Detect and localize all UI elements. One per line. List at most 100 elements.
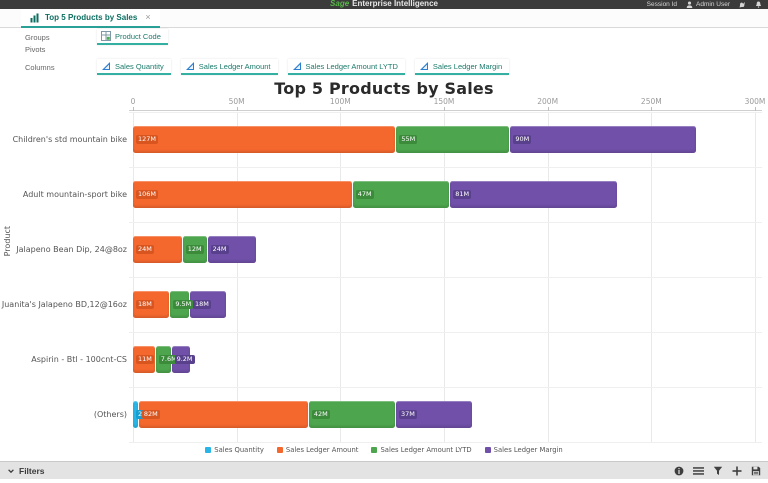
- bar-segment[interactable]: [450, 181, 618, 208]
- axis-tick: [755, 107, 756, 111]
- session-label: Session Id: [646, 1, 678, 8]
- legend-label: Sales Quantity: [214, 446, 264, 454]
- user-icon: [686, 1, 693, 8]
- bar-segment[interactable]: [510, 126, 696, 153]
- brand-product: Enterprise Intelligence: [352, 0, 438, 8]
- chevron-down-icon: [8, 468, 14, 473]
- app-title: Sage Enterprise Intelligence: [0, 0, 768, 9]
- query-builder: Groups Product Code Pivots Columns Sales…: [0, 28, 768, 76]
- row-gridline: [129, 387, 762, 388]
- tab-label: Top 5 Products by Sales: [45, 13, 138, 22]
- bar-segment-label: 106M: [136, 190, 159, 199]
- row-gridline: [129, 167, 762, 168]
- bar-segment-label: 11M: [136, 355, 154, 364]
- category-label: (Others): [93, 410, 127, 419]
- filters-label: Filters: [19, 465, 45, 476]
- axis-tick: [444, 107, 445, 111]
- chip-sales-quantity[interactable]: Sales Quantity: [97, 59, 171, 75]
- grid-icon: [101, 31, 111, 41]
- axis-tick-label: 150M: [433, 97, 455, 106]
- save-icon[interactable]: [751, 466, 761, 476]
- chip-sales-ledger-amount[interactable]: Sales Ledger Amount: [180, 59, 278, 75]
- filters-bar: Filters: [0, 461, 768, 479]
- chip-label: Sales Quantity: [115, 61, 164, 71]
- legend-swatch: [371, 447, 378, 453]
- brand-sage: Sage: [330, 0, 350, 8]
- legend-item[interactable]: Sales Ledger Amount LYTD: [371, 446, 472, 454]
- bar-segment-label: 9.2M: [174, 355, 195, 364]
- category-label: Jalapeno Bean Dip, 24@8oz: [16, 245, 127, 254]
- chip-sales-ledger-margin[interactable]: Sales Ledger Margin: [414, 59, 510, 75]
- filter-icon[interactable]: [713, 466, 723, 476]
- bar-segment-label: 42M: [311, 410, 330, 419]
- legend-swatch: [484, 447, 491, 453]
- chip-label: Product Code: [115, 31, 161, 41]
- legend-item[interactable]: Sales Quantity: [205, 446, 264, 454]
- tab-close-icon[interactable]: ×: [145, 12, 151, 22]
- bar-segment[interactable]: [133, 181, 352, 208]
- bar-segment-label: 81M: [453, 190, 472, 199]
- axis-tick: [236, 107, 238, 111]
- axis-tick-label: 300M: [744, 97, 766, 106]
- info-icon[interactable]: [674, 466, 684, 476]
- report-chart-icon: [30, 13, 39, 22]
- axis-tick: [651, 107, 653, 111]
- category-label: Children's std mountain bike: [12, 135, 127, 144]
- row-gridline: [129, 277, 762, 278]
- chip-label: Sales Ledger Margin: [432, 61, 503, 71]
- stacked-bar-chart: Top 5 Products by Sales Product Sales Qu…: [0, 76, 768, 461]
- row-gridline: [129, 332, 762, 333]
- user-label: Admin User: [696, 1, 730, 8]
- tab-top5-products[interactable]: Top 5 Products by Sales ×: [21, 9, 160, 28]
- bar-segment-label: 47M: [355, 190, 374, 199]
- bell-icon[interactable]: [755, 1, 762, 8]
- bar-segment-label: 7.6M: [158, 355, 179, 364]
- legend-swatch: [276, 447, 283, 453]
- chip-label: Sales Ledger Amount: [198, 61, 271, 71]
- axis-tick-label: 0: [130, 97, 136, 106]
- legend-label: Sales Ledger Amount LYTD: [380, 446, 472, 454]
- legend-item[interactable]: Sales Ledger Amount: [276, 446, 359, 454]
- chip-sales-ledger-amount-lytd[interactable]: Sales Ledger Amount LYTD: [287, 59, 405, 75]
- axis-tick: [340, 107, 342, 111]
- category-label: Aspirin - Btl - 100cnt-CS: [31, 355, 127, 364]
- legend-item[interactable]: Sales Ledger Margin: [484, 446, 563, 454]
- bar-segment-label: 90M: [513, 135, 532, 144]
- row-gridline: [129, 112, 762, 113]
- chip-product-code[interactable]: Product Code: [97, 29, 168, 45]
- axis-tick: [133, 107, 134, 111]
- bar-segment-label: 18M: [136, 300, 154, 309]
- bar-segment-label: 24M: [136, 245, 154, 254]
- bar-segment-label: 82M: [141, 410, 160, 419]
- axis-tick-label: 200M: [537, 97, 559, 106]
- bar-segment-label: 9.5M: [173, 300, 194, 309]
- pivots-label: Pivots: [25, 45, 46, 54]
- axis-tick-label: 250M: [640, 97, 662, 106]
- filters-toggle[interactable]: Filters: [7, 462, 45, 479]
- axis-tick: [547, 107, 549, 111]
- axis-tick-label: 50M: [228, 97, 245, 106]
- chart-legend: Sales Quantity Sales Ledger Amount Sales L…: [0, 446, 768, 454]
- category-label: Adult mountain-sport bike: [22, 190, 127, 199]
- list-icon[interactable]: [693, 466, 704, 476]
- row-gridline: [129, 222, 762, 223]
- user-menu[interactable]: Admin User: [686, 0, 730, 9]
- add-icon[interactable]: [732, 466, 742, 476]
- legend-swatch: [205, 447, 212, 453]
- legend-label: Sales Ledger Margin: [493, 446, 563, 454]
- bar-segment[interactable]: [138, 401, 308, 428]
- chip-label: Sales Ledger Amount LYTD: [305, 61, 398, 71]
- bar-segment-label: 37M: [398, 410, 417, 419]
- bar-segment-label: 55M: [399, 135, 418, 144]
- bar-segment-label: 18M: [193, 300, 211, 309]
- row-gridline: [129, 442, 762, 443]
- bar-segment-label: 127M: [136, 135, 159, 144]
- x-axis-line: [129, 110, 762, 111]
- bar-segment[interactable]: [133, 126, 396, 153]
- measure-icon: [102, 62, 110, 70]
- chart-title: Top 5 Products by Sales: [274, 79, 494, 98]
- legend-label: Sales Ledger Amount: [285, 446, 359, 454]
- bar-segment[interactable]: [133, 401, 138, 428]
- app-topbar: Sage Enterprise Intelligence Session Id A…: [0, 0, 768, 9]
- wrench-icon[interactable]: [739, 1, 746, 8]
